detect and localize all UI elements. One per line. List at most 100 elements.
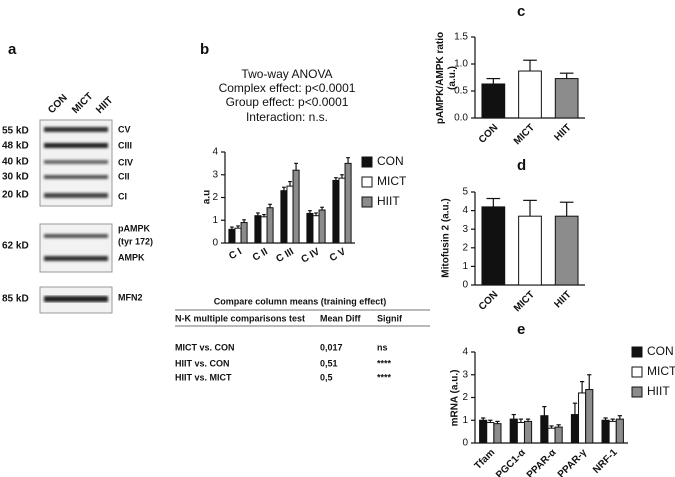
bar [280, 190, 288, 244]
panel-letter: d [517, 157, 526, 174]
legend-label: MICT [377, 174, 407, 188]
table-header: N-K multiple comparisons test [175, 313, 305, 323]
protein-label: pAMPK [118, 223, 150, 233]
bar [585, 389, 594, 444]
y-tick-label: 4 [212, 147, 218, 158]
table-cell: 0,017 [320, 342, 343, 352]
panel-letter: a [8, 41, 17, 58]
table-cell: 0,5 [320, 372, 333, 382]
y-tick-label: 3 [462, 369, 468, 380]
y-tick-label: 2 [462, 242, 468, 253]
y-tick-label: 1.5 [454, 32, 468, 43]
legend-swatch [361, 196, 373, 208]
y-axis-label: mRNA (a.u.) [450, 370, 461, 427]
table-cell: 0,51 [320, 358, 338, 368]
legend-swatch [361, 176, 373, 188]
bar [570, 414, 580, 444]
bar [286, 185, 294, 244]
table-cell: HIIT vs. CON [175, 358, 230, 368]
bar [554, 426, 563, 444]
y-tick-label: 0 [462, 280, 468, 291]
panel-letter: e [517, 321, 525, 338]
x-tick-label: HIIT [553, 289, 574, 310]
table-body: MICT vs. CON 0,017 ns HIIT vs. CON 0,51 **** H… [175, 342, 392, 382]
bar [523, 420, 533, 444]
bar [518, 215, 542, 286]
bar [481, 83, 506, 119]
y-tick-label: 3 [212, 169, 218, 180]
protein-label: MFN2 [118, 292, 143, 302]
panel-letter: c [517, 3, 525, 20]
bar [486, 422, 495, 444]
bar [608, 420, 617, 444]
bar [292, 169, 300, 244]
table-cell: HIIT vs. MICT [175, 372, 232, 382]
bar [228, 228, 236, 244]
anova-line: Group effect: p<0.0001 [226, 95, 349, 109]
y-tick-label: 0.5 [454, 86, 468, 97]
table-cell: ns [377, 342, 388, 352]
bar [240, 222, 248, 244]
bar [518, 70, 542, 119]
x-tick-label: MICT [512, 289, 537, 314]
x-tick-label: NRF-1 [591, 447, 620, 476]
y-tick-label: 1.0 [454, 59, 468, 70]
y-tick-label: 1 [462, 415, 468, 426]
y-tick-label: 4 [462, 205, 468, 216]
bar [615, 418, 624, 444]
table-cell: MICT vs. CON [175, 342, 235, 352]
bar [509, 418, 518, 444]
y-axis-label: pAMPK/AMPK ratio(a.u.) [435, 32, 458, 124]
x-tick-label: C IV [299, 246, 322, 265]
bar [344, 162, 352, 244]
x-tick-label: HIIT [553, 122, 574, 143]
legend-swatch [631, 386, 643, 398]
y-tick-label: 2 [462, 392, 468, 403]
y-tick-label: 1 [462, 261, 468, 272]
y-axis-label: Mitofusin 2 (a.u.) [441, 198, 452, 277]
bar [578, 392, 587, 444]
y-tick-label: 0 [462, 438, 468, 449]
bar [266, 207, 274, 244]
protein-label: CI [118, 191, 127, 201]
legend-swatch [361, 156, 373, 168]
bar [493, 423, 502, 444]
protein-label: CV [118, 124, 131, 134]
bar [260, 216, 268, 244]
y-tick-label: 4 [462, 347, 468, 358]
x-tick-label: C II [251, 246, 270, 263]
bar [481, 206, 506, 286]
y-axis-label: a.u [202, 190, 213, 204]
x-tick-label: CON [477, 289, 501, 313]
kd-label: 48 kD [2, 141, 29, 152]
y-tick-label: 0 [212, 238, 218, 249]
table-header: Mean Diff [320, 313, 362, 323]
blot-image [39, 119, 113, 314]
x-tick-label: PPAR-α [525, 447, 559, 477]
kd-label: 30 kD [2, 172, 29, 183]
bar [254, 215, 262, 244]
y-tick-label: 5 [462, 187, 468, 198]
protein-label: CIII [118, 140, 132, 150]
kd-label: 40 kD [2, 157, 29, 168]
y-tick-label: 0.0 [454, 113, 468, 124]
lane-label: HIIT [94, 95, 115, 116]
legend-swatch [631, 346, 643, 358]
y-tick-label: 2 [212, 192, 218, 203]
protein-label: CII [118, 171, 130, 181]
x-tick-label: PPAR-γ [556, 447, 589, 477]
bar [540, 415, 549, 444]
bar [234, 227, 242, 244]
anova-line: Complex effect: p<0.0001 [219, 81, 356, 95]
x-tick-label: C III [274, 246, 296, 265]
protein-label: CIV [118, 157, 133, 167]
x-tick-label: Tfam [473, 447, 498, 472]
bar [312, 215, 320, 244]
table-cell: **** [377, 372, 392, 382]
kd-label: 20 kD [2, 190, 29, 201]
panel-letter: b [200, 41, 209, 58]
anova-title: Two-way ANOVA [241, 67, 332, 81]
anova-line: Interaction: n.s. [246, 110, 328, 124]
table-header: Signif [377, 313, 403, 323]
